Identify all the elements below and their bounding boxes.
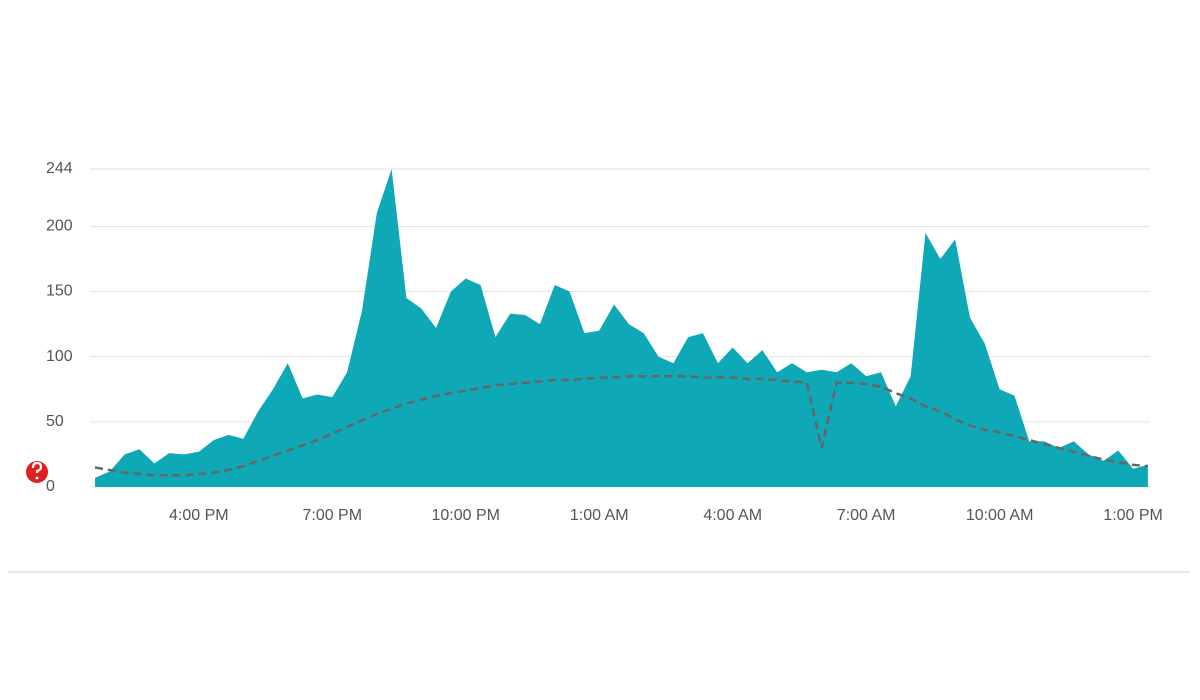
x-tick-label: 7:00 AM [837,507,896,524]
area [95,169,1148,487]
y-tick-label: 0 [46,478,55,495]
y-tick-label: 50 [46,413,64,430]
x-tick-label: 4:00 AM [703,507,762,524]
help-icon-dot [35,476,39,480]
y-tick-label: 200 [46,218,73,235]
x-tick-label: 1:00 PM [1103,507,1163,524]
help-icon[interactable] [26,461,48,483]
x-tick-label: 10:00 PM [432,507,500,524]
help-icon-mark [31,461,43,473]
y-tick-label: 150 [46,283,73,300]
y-tick-label: 244 [46,160,73,177]
x-tick-label: 1:00 AM [570,507,629,524]
x-tick-label: 10:00 AM [966,507,1034,524]
x-tick-label: 4:00 PM [169,507,229,524]
x-tick-label: 7:00 PM [302,507,362,524]
trend-line [94,374,1149,477]
y-tick-label: 100 [46,348,73,365]
